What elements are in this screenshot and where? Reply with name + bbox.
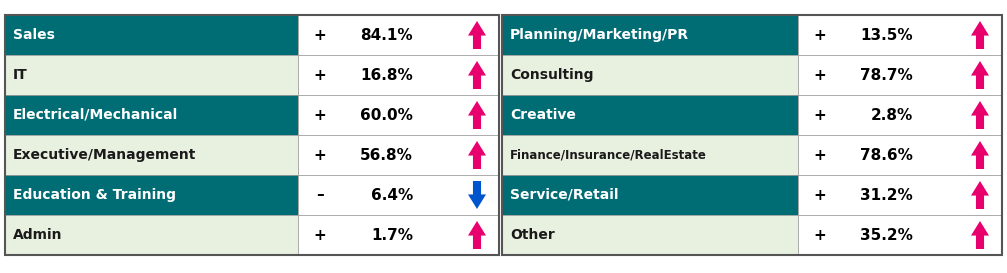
Polygon shape [468,181,486,209]
Text: 31.2%: 31.2% [860,188,913,203]
Text: +: + [814,188,827,203]
Bar [798,95,1002,135]
Text: IT: IT [13,68,28,82]
Text: –: – [316,188,324,203]
Text: 6.4%: 6.4% [371,188,413,203]
Bar [502,175,798,215]
Bar [502,135,798,175]
Text: +: + [313,28,326,43]
Text: Other: Other [510,228,555,242]
Bar [798,175,1002,215]
Bar [798,135,1002,175]
Text: 35.2%: 35.2% [860,227,913,242]
Bar [298,15,499,55]
Text: 84.1%: 84.1% [361,28,413,43]
Text: +: + [814,147,827,162]
Text: 13.5%: 13.5% [860,28,913,43]
Text: Education & Training: Education & Training [13,188,176,202]
Text: Electrical/Mechanical: Electrical/Mechanical [13,108,178,122]
Bar [298,95,499,135]
Bar [502,95,798,135]
Bar [298,215,499,255]
Text: 56.8%: 56.8% [361,147,413,162]
Polygon shape [468,221,486,249]
Bar [798,15,1002,55]
Bar [298,135,499,175]
Bar [5,15,499,255]
Text: 60.0%: 60.0% [361,108,413,123]
Bar [298,55,499,95]
Polygon shape [971,101,989,129]
Polygon shape [971,21,989,49]
Bar [502,15,798,55]
Text: 2.8%: 2.8% [871,108,913,123]
Text: +: + [313,67,326,82]
Polygon shape [468,141,486,169]
Text: +: + [313,147,326,162]
Text: +: + [313,227,326,242]
Text: +: + [313,108,326,123]
Text: Admin: Admin [13,228,62,242]
Text: 78.7%: 78.7% [860,67,913,82]
Text: +: + [814,67,827,82]
Text: Creative: Creative [510,108,576,122]
Bar [502,55,798,95]
Text: +: + [814,28,827,43]
Text: +: + [814,227,827,242]
Polygon shape [971,221,989,249]
Polygon shape [971,61,989,89]
Polygon shape [468,61,486,89]
Polygon shape [971,141,989,169]
Bar [502,15,1002,255]
Text: 1.7%: 1.7% [371,227,413,242]
Text: Planning/Marketing/PR: Planning/Marketing/PR [510,28,689,42]
Bar [5,135,298,175]
Bar [798,55,1002,95]
Bar [298,175,499,215]
Polygon shape [971,181,989,209]
Bar [5,15,298,55]
Polygon shape [468,101,486,129]
Text: +: + [814,108,827,123]
Bar [5,215,298,255]
Bar [502,215,798,255]
Bar [798,215,1002,255]
Text: Executive/Management: Executive/Management [13,148,196,162]
Polygon shape [468,21,486,49]
Text: Finance/Insurance/RealEstate: Finance/Insurance/RealEstate [510,149,707,162]
Text: Consulting: Consulting [510,68,593,82]
Bar [5,55,298,95]
Text: 16.8%: 16.8% [361,67,413,82]
Bar [5,95,298,135]
Bar [5,175,298,215]
Text: Service/Retail: Service/Retail [510,188,618,202]
Text: 78.6%: 78.6% [860,147,913,162]
Text: Sales: Sales [13,28,54,42]
